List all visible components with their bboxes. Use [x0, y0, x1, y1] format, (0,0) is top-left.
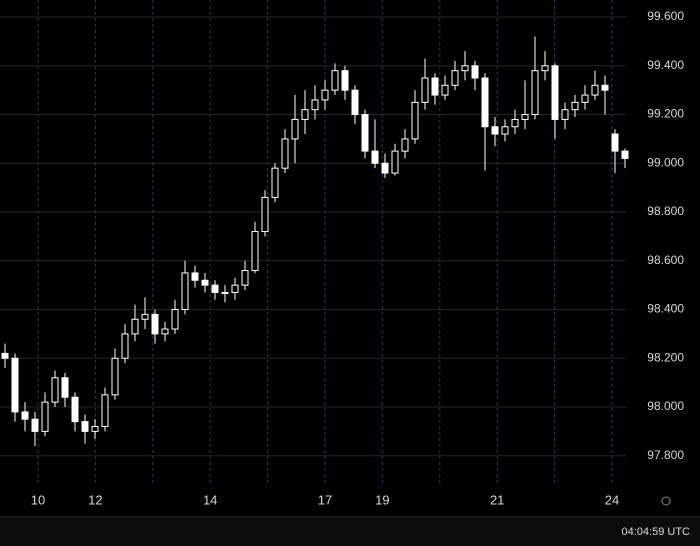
candle-body [601, 84, 609, 91]
candle-body [321, 89, 329, 101]
x-tick-label: 12 [88, 492, 102, 507]
candle-body [571, 101, 579, 111]
settings-icon[interactable] [661, 496, 671, 506]
x-tick-label: 14 [203, 492, 217, 507]
candle-body [461, 65, 469, 72]
y-tick-label: 99.200 [647, 107, 684, 121]
y-tick-label: 98.200 [647, 350, 684, 364]
candle-body [381, 162, 389, 174]
candle-body [501, 126, 509, 135]
candle-body [611, 133, 619, 152]
y-tick-label: 99.600 [647, 9, 684, 23]
candle-body [191, 272, 199, 281]
candle-body [1, 352, 9, 359]
candle-body [131, 318, 139, 335]
candle-body [371, 150, 379, 164]
y-tick-label: 99.400 [647, 58, 684, 72]
candle-body [181, 272, 189, 311]
candle-body [471, 65, 479, 79]
candle-body [341, 70, 349, 91]
candle-body [241, 270, 249, 286]
candle-body [421, 77, 429, 103]
x-tick-label: 19 [375, 492, 389, 507]
candle-body [81, 421, 89, 432]
candle-body [221, 291, 229, 294]
candle-body [201, 279, 209, 286]
candle-body [31, 418, 39, 432]
candle-body [211, 284, 219, 293]
x-tick-label: 17 [318, 492, 332, 507]
candle-body [271, 167, 279, 198]
candle-body [491, 126, 499, 135]
candle-body [621, 150, 629, 159]
candle-body [441, 84, 449, 96]
candle-body [71, 396, 79, 423]
clock: 04:04:59 UTC [622, 526, 691, 538]
candle-body [551, 65, 559, 120]
footer-bar [0, 517, 700, 546]
candle-body [481, 77, 489, 128]
candle-body [281, 138, 289, 169]
candle-body [431, 77, 439, 96]
candle-body [171, 309, 179, 330]
y-tick-label: 98.600 [647, 253, 684, 267]
candle-body [261, 196, 269, 233]
candle-body [121, 333, 129, 359]
candle-body [51, 377, 59, 403]
candle-body [41, 401, 49, 432]
candle-body [581, 94, 589, 103]
candle-body [451, 70, 459, 86]
x-tick-label: 24 [605, 492, 619, 507]
candle-body [391, 150, 399, 174]
candle-body [21, 411, 29, 420]
candle-body [331, 70, 339, 91]
candle-body [231, 284, 239, 293]
candle-body [531, 70, 539, 116]
y-tick-label: 99.000 [647, 155, 684, 169]
candle-body [411, 101, 419, 140]
candle-body [401, 138, 409, 152]
x-tick-label: 10 [31, 492, 45, 507]
candle-body [101, 394, 109, 428]
candle-body [251, 231, 259, 272]
y-tick-label: 98.000 [647, 399, 684, 413]
candle-body [161, 328, 169, 335]
candle-body [91, 426, 99, 432]
y-tick-label: 98.400 [647, 302, 684, 316]
candle-body [301, 109, 309, 120]
candle-body [591, 84, 599, 96]
candle-body [541, 65, 549, 72]
candle-body [311, 99, 319, 111]
candle-body [521, 114, 529, 120]
candle-body [11, 357, 19, 413]
candle-body [291, 118, 299, 140]
candle-body [141, 313, 149, 320]
candle-body [111, 357, 119, 396]
candle-body [511, 118, 519, 128]
candle-body [151, 313, 159, 335]
candle-body [351, 89, 359, 116]
candle-body [361, 114, 369, 152]
x-tick-label: 21 [490, 492, 504, 507]
candle-body [561, 109, 569, 120]
y-tick-label: 98.800 [647, 204, 684, 218]
y-tick-label: 97.800 [647, 448, 684, 462]
candle-body [61, 377, 69, 398]
